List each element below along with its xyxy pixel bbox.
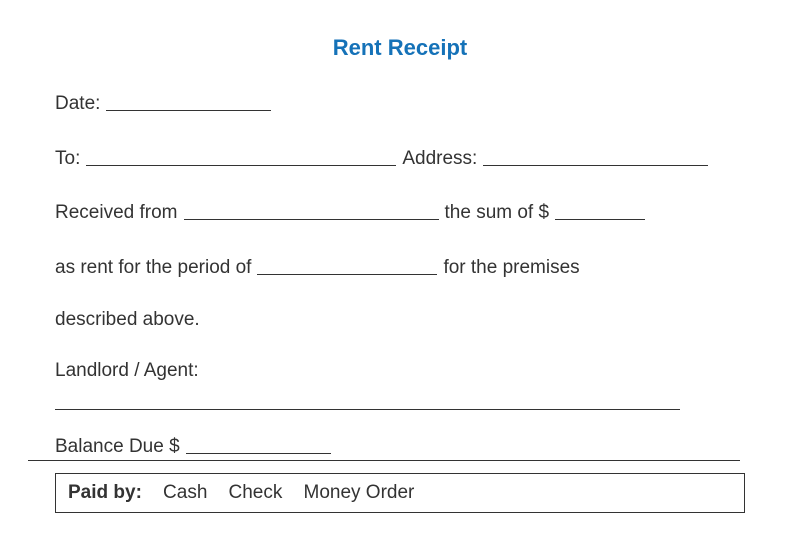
balance-due-label: Balance Due $ (55, 434, 180, 461)
date-blank[interactable] (106, 91, 271, 111)
bottom-border-line (28, 460, 740, 461)
for-premises-label: for the premises (443, 255, 579, 282)
to-address-line: To: Address: (55, 144, 745, 173)
landlord-blank[interactable] (55, 390, 680, 410)
period-line: as rent for the period of for the premis… (55, 253, 745, 282)
receipt-title: Rent Receipt (55, 35, 745, 61)
paid-cash-option[interactable]: Cash (163, 482, 207, 503)
received-line: Received from the sum of $ (55, 198, 745, 227)
balance-blank[interactable] (186, 434, 331, 454)
described-above-label: described above. (55, 307, 200, 334)
paid-money-order-option[interactable]: Money Order (304, 482, 415, 503)
sum-blank[interactable] (555, 200, 645, 220)
paid-by-label: Paid by: (68, 482, 142, 503)
to-blank[interactable] (86, 146, 396, 166)
paid-by-box: Paid by: Cash Check Money Order (55, 473, 745, 513)
landlord-label: Landlord / Agent: (55, 360, 745, 382)
balance-line: Balance Due $ (55, 432, 745, 461)
rent-period-label: as rent for the period of (55, 255, 251, 282)
date-label: Date: (55, 91, 100, 118)
to-label: To: (55, 146, 80, 173)
sum-of-label: the sum of $ (445, 200, 550, 227)
described-line: described above. (55, 307, 745, 334)
date-line: Date: (55, 89, 745, 118)
paid-check-option[interactable]: Check (229, 482, 283, 503)
received-from-blank[interactable] (184, 200, 439, 220)
address-blank[interactable] (483, 146, 708, 166)
address-label: Address: (402, 146, 477, 173)
period-blank[interactable] (257, 255, 437, 275)
received-from-label: Received from (55, 200, 178, 227)
